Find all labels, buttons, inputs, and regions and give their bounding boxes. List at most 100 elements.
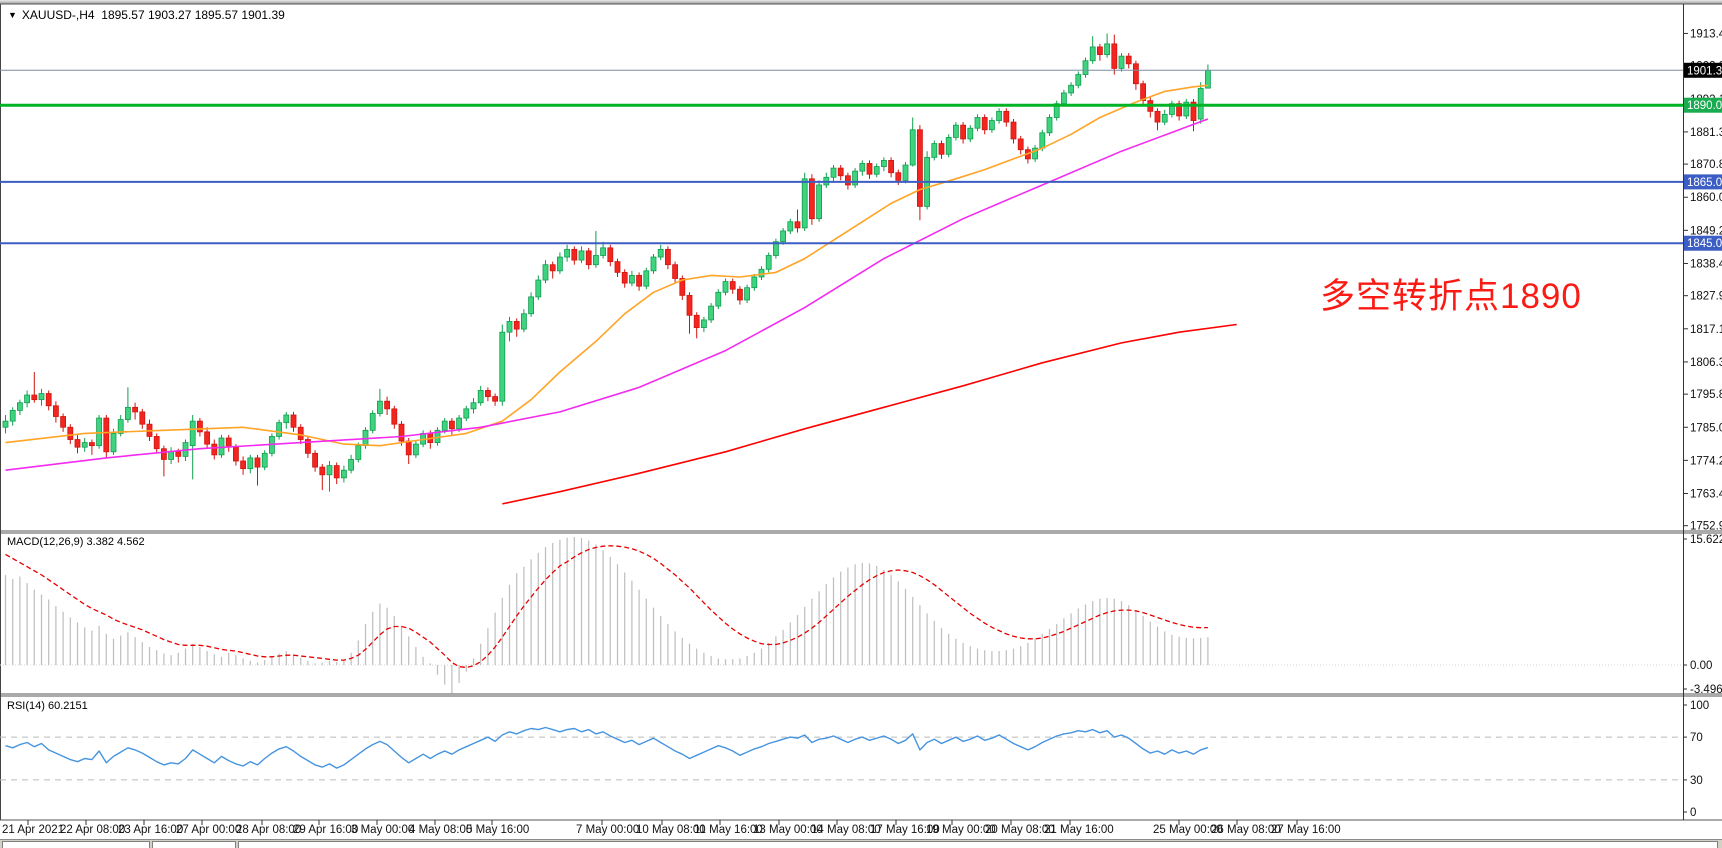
bull-candle — [902, 164, 909, 181]
svg-text:28 Apr 08:00: 28 Apr 08:00 — [236, 824, 301, 836]
svg-text:5 May 16:00: 5 May 16:00 — [466, 824, 529, 836]
bull-candle — [859, 163, 866, 172]
bull-candle — [996, 110, 1002, 121]
bear-candle — [333, 465, 340, 479]
bull-candle — [470, 402, 477, 410]
bear-candle — [67, 426, 74, 440]
bear-candle — [492, 396, 499, 402]
price-badge-label: 1845.00 — [1687, 238, 1722, 250]
bull-candle — [542, 264, 549, 281]
bear-candle — [132, 406, 139, 413]
svg-text:1785.00: 1785.00 — [1690, 422, 1722, 434]
bear-candle — [888, 160, 894, 174]
bear-candle — [204, 431, 211, 445]
bear-candle — [319, 466, 326, 476]
bull-candle — [117, 419, 124, 434]
bull-candle — [535, 279, 542, 298]
bull-candle — [521, 313, 527, 330]
bear-candle — [729, 281, 736, 290]
annotation-text[interactable]: 多空转折点1890 — [1320, 277, 1582, 316]
bull-candle — [24, 394, 31, 404]
bear-candle — [290, 414, 297, 428]
bull-candle — [168, 451, 175, 460]
bull-candle — [1032, 147, 1038, 160]
svg-text:21 May 16:00: 21 May 16:00 — [1044, 824, 1114, 836]
bull-candle — [1161, 114, 1168, 123]
bull-candle — [629, 275, 635, 284]
svg-text:0: 0 — [1690, 807, 1696, 819]
svg-text:21 Apr 2021: 21 Apr 2021 — [2, 824, 64, 836]
svg-text:1806.30: 1806.30 — [1690, 357, 1722, 369]
bull-candle — [38, 393, 45, 401]
bear-candle — [1190, 101, 1197, 121]
svg-text:100: 100 — [1690, 700, 1709, 712]
bull-candle — [369, 413, 376, 431]
bear-candle — [513, 321, 520, 330]
bull-candle — [456, 417, 463, 430]
bull-candle — [643, 270, 650, 287]
price-badge — [1684, 174, 1722, 190]
bull-candle — [412, 443, 419, 456]
bull-candle — [1183, 101, 1190, 117]
svg-text:23 Apr 16:00: 23 Apr 16:00 — [118, 824, 183, 836]
bear-candle — [549, 264, 556, 272]
symbol-timeframe: XAUUSD-,H4 — [21, 8, 95, 22]
ma-fast-line — [5, 84, 1208, 447]
bull-candle — [593, 255, 599, 266]
svg-text:10 May 08:00: 10 May 08:00 — [636, 824, 706, 836]
bull-candle — [96, 417, 102, 447]
bull-candle — [477, 390, 484, 404]
status-cell — [152, 841, 236, 848]
bull-candle — [1169, 103, 1175, 115]
bear-candle — [384, 400, 391, 410]
bull-candle — [276, 422, 283, 437]
bear-candle — [103, 417, 110, 453]
bear-candle — [1176, 103, 1182, 117]
bear-candle — [196, 420, 203, 433]
bear-candle — [866, 163, 873, 175]
bull-candle — [9, 409, 16, 422]
bear-candle — [1125, 55, 1132, 65]
bear-candle — [211, 443, 218, 456]
price-badge-label: 1901.39 — [1687, 65, 1722, 77]
bear-candle — [1140, 83, 1146, 102]
bear-candle — [636, 275, 642, 287]
svg-text:1881.30: 1881.30 — [1690, 127, 1722, 139]
price-badge — [1684, 62, 1722, 78]
price-badge — [1684, 97, 1722, 113]
bear-candle — [1017, 138, 1024, 151]
bull-candle — [218, 437, 225, 456]
bull-candle — [751, 276, 758, 289]
bear-candle — [391, 408, 398, 425]
price-level-1865.00: 1865.00 — [0, 174, 1722, 190]
window-top-strip — [0, 0, 1722, 4]
svg-text:1913.40: 1913.40 — [1690, 28, 1722, 40]
bear-candle — [254, 457, 261, 468]
svg-text:30: 30 — [1690, 775, 1703, 787]
svg-text:1817.10: 1817.10 — [1690, 324, 1722, 336]
price-badge-label: 1865.00 — [1687, 177, 1722, 189]
bull-candle — [873, 166, 880, 175]
bull-candle — [989, 120, 995, 131]
bear-candle — [160, 448, 167, 460]
status-bar — [0, 839, 1722, 848]
macd-signal-line — [5, 545, 1208, 669]
bear-candle — [139, 411, 146, 425]
bear-candle — [693, 314, 700, 328]
status-cell — [238, 841, 1718, 848]
bear-candle — [981, 117, 988, 131]
bull-candle — [1068, 84, 1074, 94]
bear-candle — [297, 426, 304, 440]
price-axis-labels: 1913.401902.901892.101881.301870.801860.… — [1683, 28, 1722, 533]
symbol-dropdown-icon[interactable]: ▼ — [8, 10, 17, 20]
bull-candle — [909, 129, 916, 166]
rsi-line — [5, 726, 1209, 769]
svg-text:14 May 08:00: 14 May 08:00 — [811, 824, 881, 836]
bear-candle — [175, 451, 182, 457]
svg-text:1763.40: 1763.40 — [1690, 489, 1722, 501]
bear-candle — [960, 124, 966, 140]
svg-text:27 May 16:00: 27 May 16:00 — [1271, 824, 1341, 836]
bull-candle — [578, 250, 585, 261]
